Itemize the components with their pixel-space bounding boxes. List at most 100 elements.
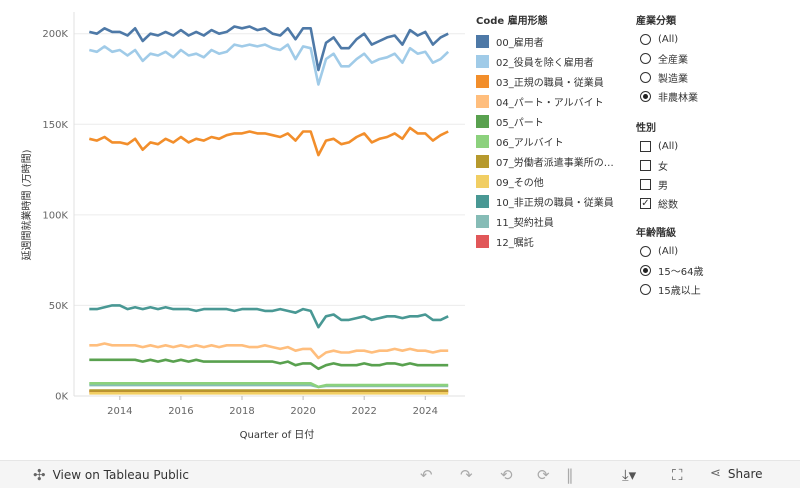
legend-item[interactable]: 02_役員を除く雇用者 <box>476 51 626 71</box>
legend-item[interactable]: 09_その他 <box>476 171 626 191</box>
filter-option[interactable]: 15歳以上 <box>636 280 786 299</box>
x-tick-label: 2024 <box>413 406 438 417</box>
legend-item[interactable]: 05_パート <box>476 111 626 131</box>
radio-button[interactable] <box>640 91 651 102</box>
checkbox[interactable] <box>640 141 651 152</box>
filter-age: 年齢階級 (All) 15～64歳 15歳以上 <box>636 224 786 299</box>
filter-sex-title: 性別 <box>636 123 656 134</box>
filter-option[interactable]: 15～64歳 <box>636 261 786 280</box>
series-line[interactable] <box>89 43 450 86</box>
legend-item[interactable]: 07_労働者派遣事業所の… <box>476 151 626 171</box>
y-axis-ticks: 0K 50K 100K 150K 200K <box>42 29 68 402</box>
x-tick-label: 2014 <box>107 406 132 417</box>
filter-option[interactable]: 男 <box>636 175 786 194</box>
legend-item[interactable]: 06_アルバイト <box>476 131 626 151</box>
x-tick-label: 2018 <box>229 406 254 417</box>
checkbox[interactable] <box>640 179 651 190</box>
share-button[interactable]: ⋖ Share <box>710 466 763 481</box>
series-line[interactable] <box>89 304 449 329</box>
legend-label: 09_その他 <box>496 177 544 189</box>
series-line[interactable] <box>89 342 449 360</box>
filter-option-label: 15～64歳 <box>658 267 704 278</box>
view-on-tableau-link[interactable]: ✣ View on Tableau Public <box>33 466 189 484</box>
revert-icon[interactable]: ⟲ <box>500 466 513 484</box>
filter-industry-options: (All) 全産業製造業非農林業 <box>636 30 786 106</box>
filter-option-label: 全産業 <box>658 55 688 66</box>
filter-option-label: 15歳以上 <box>658 286 701 297</box>
legend-label: 00_雇用者 <box>496 37 544 49</box>
filter-option[interactable]: 非農林業 <box>636 87 786 106</box>
filter-age-options: (All) 15～64歳 15歳以上 <box>636 242 786 299</box>
legend-item[interactable]: 03_正規の職員・従業員 <box>476 71 626 91</box>
filter-option[interactable]: (All) <box>636 30 786 49</box>
download-icon[interactable]: ⤓▾ <box>622 466 637 484</box>
series-line[interactable] <box>89 126 449 157</box>
filter-option[interactable]: 製造業 <box>636 68 786 87</box>
filter-option[interactable]: ✓ 総数 <box>636 194 786 213</box>
legend-swatch <box>476 194 489 208</box>
fullscreen-icon[interactable]: ⛶ <box>672 466 683 484</box>
filter-option-label: (All) <box>658 34 679 45</box>
legend-item[interactable]: 00_雇用者 <box>476 31 626 51</box>
tableau-logo-icon: ✣ <box>33 465 46 484</box>
radio-button[interactable] <box>640 284 651 295</box>
legend-label: 12_嘱託 <box>496 237 534 249</box>
gridlines <box>73 12 465 397</box>
tableau-toolbar: ✣ View on Tableau Public ↶ ↷ ⟲ ⟳ ‖ ⤓▾ ⛶ … <box>0 460 800 488</box>
legend-items: 00_雇用者 02_役員を除く雇用者 03_正規の職員・従業員 04_パート・アルバイ… <box>476 31 626 251</box>
series-line[interactable] <box>89 25 449 72</box>
radio-button[interactable] <box>640 34 651 45</box>
x-tick-label: 2020 <box>290 406 315 417</box>
view-on-tableau-label: View on Tableau Public <box>52 467 189 482</box>
legend-label: 06_アルバイト <box>496 137 564 149</box>
y-tick-label: 50K <box>49 301 69 312</box>
filter-option[interactable]: (All) <box>636 242 786 261</box>
filter-option[interactable]: 女 <box>636 156 786 175</box>
legend-label: 02_役員を除く雇用者 <box>496 57 594 69</box>
series-line[interactable] <box>89 358 449 371</box>
legend-swatch <box>476 94 489 108</box>
filter-option-label: (All) <box>658 246 679 257</box>
legend-swatch <box>476 74 489 88</box>
x-tick-label: 2016 <box>168 406 193 417</box>
redo-icon[interactable]: ↷ <box>460 466 473 484</box>
filter-option-label: 総数 <box>658 200 678 211</box>
filter-option-label: 製造業 <box>658 74 688 85</box>
filter-sex-options: (All) 女男 ✓ 総数 <box>636 137 786 213</box>
filter-option-label: 女 <box>658 162 668 173</box>
series-lines <box>89 25 450 395</box>
legend-label: 07_労働者派遣事業所の… <box>496 157 614 169</box>
legend-swatch <box>476 34 489 48</box>
legend-label: 03_正規の職員・従業員 <box>496 77 604 89</box>
legend-label: 11_契約社員 <box>496 217 554 229</box>
legend-swatch <box>476 54 489 68</box>
legend-item[interactable]: 12_嘱託 <box>476 231 626 251</box>
radio-button[interactable] <box>640 246 651 257</box>
checkbox[interactable]: ✓ <box>640 198 651 209</box>
radio-button[interactable] <box>640 53 651 64</box>
legend-label: 04_パート・アルバイト <box>496 97 604 109</box>
radio-button[interactable] <box>640 265 651 276</box>
pause-icon[interactable]: ‖ <box>566 466 574 484</box>
filter-age-title: 年齢階級 <box>636 228 676 239</box>
x-axis-ticks: 2014 2016 2018 2020 2022 2024 <box>107 396 438 417</box>
legend-label: 05_パート <box>496 117 544 129</box>
y-axis-title: 延週間就業時間 (万時間) <box>20 149 33 260</box>
filter-industry-title: 産業分類 <box>636 16 676 27</box>
legend-item[interactable]: 11_契約社員 <box>476 211 626 231</box>
filter-industry: 産業分類 (All) 全産業製造業非農林業 <box>636 12 786 106</box>
filter-option-label: 非農林業 <box>658 93 698 104</box>
undo-icon[interactable]: ↶ <box>420 466 433 484</box>
filter-option[interactable]: 全産業 <box>636 49 786 68</box>
legend-item[interactable]: 04_パート・アルバイト <box>476 91 626 111</box>
legend-title: Code 雇用形態 <box>476 16 548 27</box>
legend-item[interactable]: 10_非正規の職員・従業員 <box>476 191 626 211</box>
refresh-icon[interactable]: ⟳ <box>537 466 550 484</box>
legend-swatch <box>476 134 489 148</box>
radio-button[interactable] <box>640 72 651 83</box>
share-label: Share <box>727 466 763 481</box>
checkbox[interactable] <box>640 160 651 171</box>
filter-option[interactable]: (All) <box>636 137 786 156</box>
series-line[interactable] <box>89 382 449 389</box>
legend-swatch <box>476 154 489 168</box>
